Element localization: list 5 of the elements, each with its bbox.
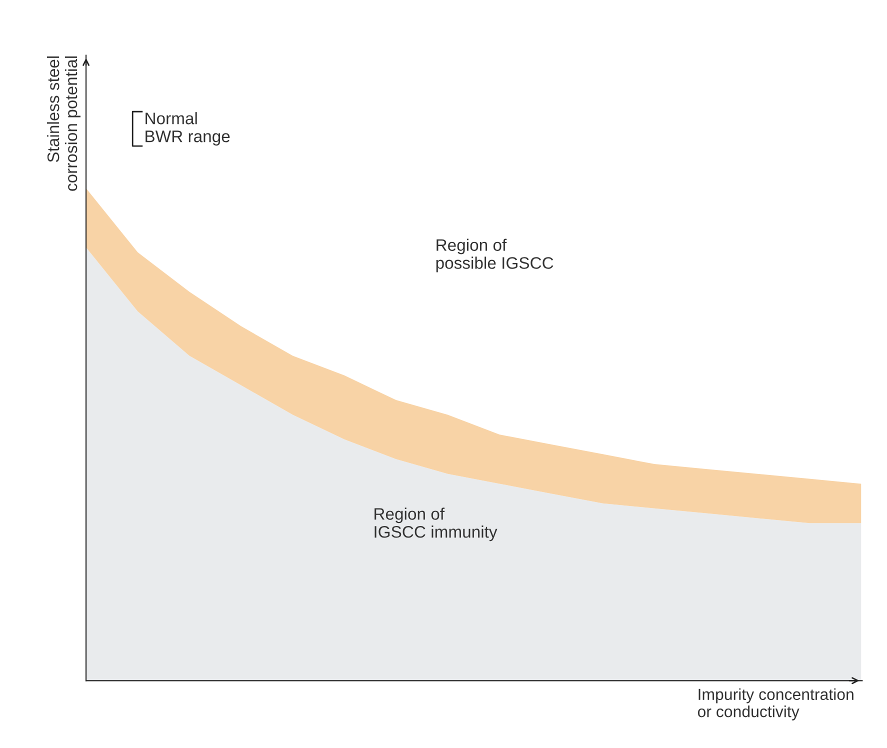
annotation: Region of possible IGSCC	[436, 238, 554, 272]
y-axis-title: Stainless steel corrosion potential	[46, 56, 80, 191]
x-axis-title: Impurity concentration or conductivity	[698, 688, 854, 720]
text: Normal BWR range	[146, 112, 230, 146]
annotation: Region of IGSCC immunity	[374, 508, 498, 542]
